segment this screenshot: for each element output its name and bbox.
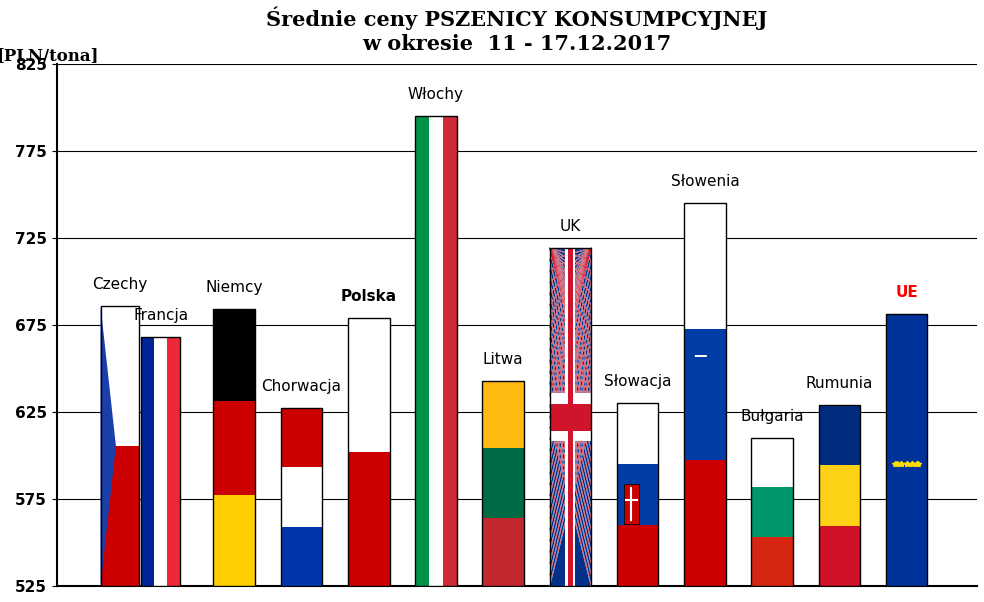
Bar bbox=[280, 408, 323, 467]
Bar bbox=[348, 318, 390, 586]
Text: Chorwacja: Chorwacja bbox=[262, 379, 341, 394]
Bar bbox=[617, 464, 658, 525]
Bar bbox=[550, 403, 591, 430]
Bar bbox=[214, 309, 255, 400]
Bar bbox=[684, 203, 726, 329]
Bar bbox=[819, 526, 860, 586]
Text: Rumunia: Rumunia bbox=[806, 376, 873, 391]
Bar bbox=[154, 337, 167, 586]
Bar bbox=[617, 403, 658, 464]
Text: Francja: Francja bbox=[133, 308, 188, 323]
Bar bbox=[617, 403, 658, 586]
Text: UE: UE bbox=[895, 285, 918, 300]
Bar bbox=[684, 203, 726, 586]
Bar bbox=[142, 337, 180, 586]
Bar bbox=[550, 248, 591, 586]
Bar bbox=[624, 483, 639, 524]
Bar bbox=[482, 380, 524, 448]
Bar bbox=[752, 537, 793, 586]
Bar bbox=[752, 438, 793, 487]
Bar bbox=[280, 527, 323, 586]
Text: Włochy: Włochy bbox=[408, 87, 463, 102]
Bar bbox=[886, 314, 928, 586]
Bar bbox=[214, 495, 255, 586]
Bar bbox=[415, 116, 457, 586]
Text: UK: UK bbox=[560, 219, 581, 234]
Bar bbox=[684, 329, 726, 459]
Bar bbox=[886, 314, 928, 586]
Polygon shape bbox=[100, 306, 116, 586]
Bar bbox=[482, 380, 524, 586]
Bar bbox=[100, 446, 139, 586]
Text: Czechy: Czechy bbox=[92, 277, 148, 292]
Bar bbox=[443, 116, 457, 586]
Bar bbox=[550, 394, 591, 441]
Bar bbox=[568, 248, 574, 586]
Bar bbox=[167, 337, 180, 586]
Bar bbox=[752, 438, 793, 586]
Bar bbox=[100, 306, 139, 586]
Bar bbox=[819, 405, 860, 586]
Bar bbox=[214, 309, 255, 586]
Text: Słowenia: Słowenia bbox=[670, 174, 739, 189]
Bar bbox=[819, 405, 860, 465]
Bar bbox=[348, 318, 390, 452]
Text: Polska: Polska bbox=[340, 289, 397, 304]
Bar bbox=[482, 518, 524, 586]
Bar bbox=[348, 452, 390, 586]
Bar bbox=[617, 525, 658, 586]
Bar bbox=[280, 408, 323, 586]
Bar bbox=[550, 248, 591, 586]
Bar bbox=[752, 487, 793, 537]
Text: Niemcy: Niemcy bbox=[206, 280, 263, 295]
Text: Bułgaria: Bułgaria bbox=[740, 409, 804, 424]
Bar bbox=[684, 459, 726, 586]
Bar bbox=[100, 306, 139, 446]
Bar bbox=[566, 248, 576, 586]
Text: Słowacja: Słowacja bbox=[604, 374, 671, 389]
Bar bbox=[214, 400, 255, 495]
Bar bbox=[415, 116, 429, 586]
Bar bbox=[819, 465, 860, 526]
Bar bbox=[482, 448, 524, 518]
Text: [PLN/tona]: [PLN/tona] bbox=[0, 48, 99, 65]
Title: Średnie ceny PSZENICY KONSUMPCYJNEJ
w okresie  11 - 17.12.2017: Średnie ceny PSZENICY KONSUMPCYJNEJ w ok… bbox=[266, 7, 768, 54]
Bar bbox=[429, 116, 443, 586]
Text: Litwa: Litwa bbox=[483, 352, 523, 367]
Bar bbox=[142, 337, 154, 586]
Bar bbox=[280, 467, 323, 527]
